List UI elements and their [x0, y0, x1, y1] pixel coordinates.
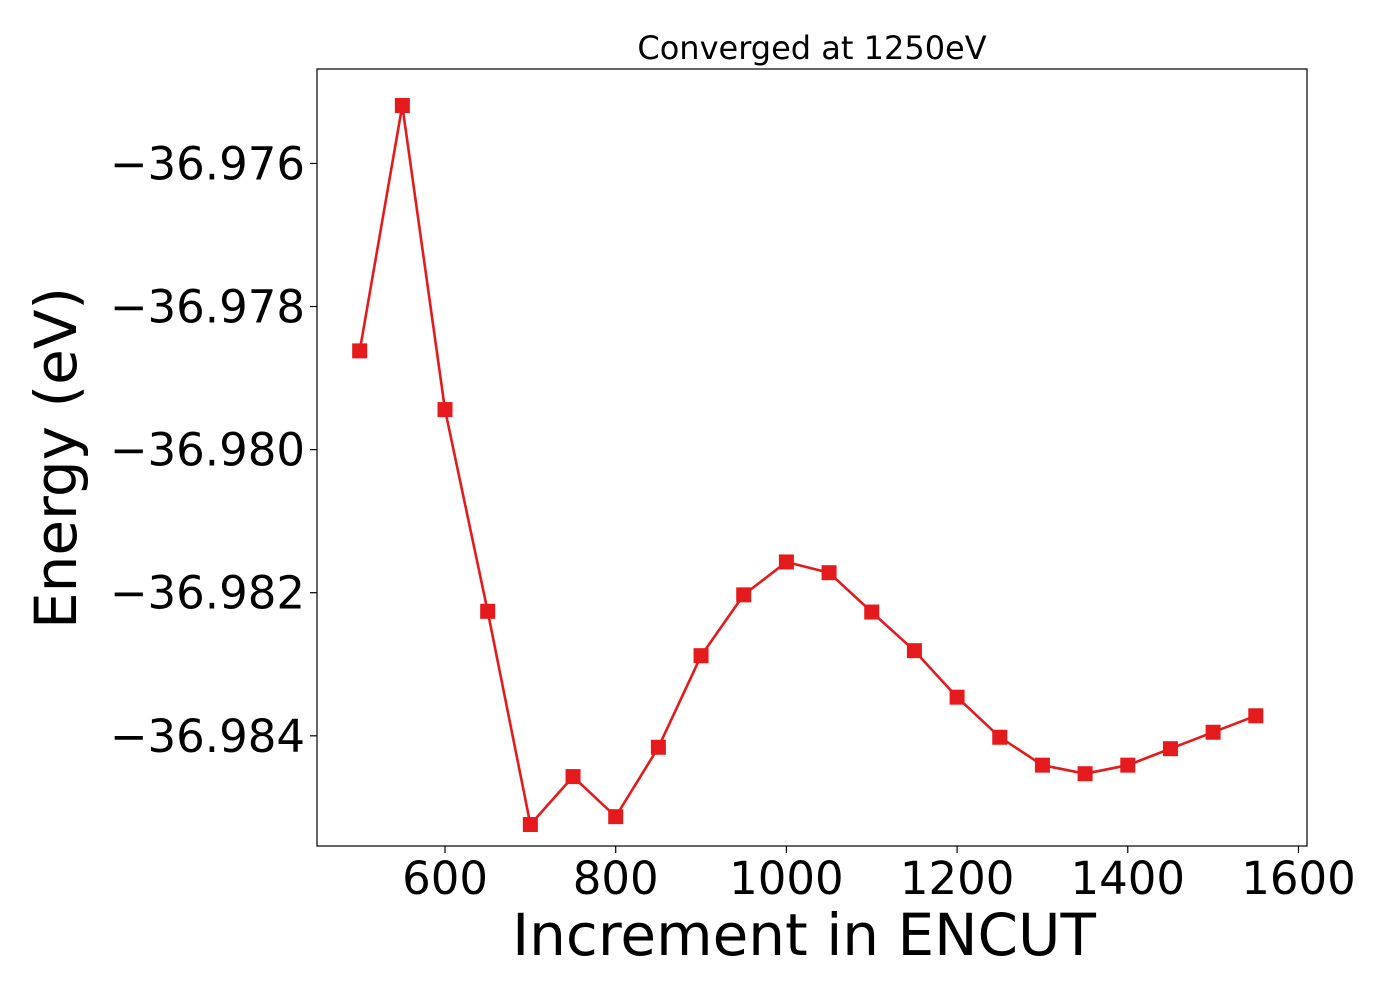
data-point-marker — [608, 809, 624, 825]
y-tick-label: −36.978 — [110, 281, 305, 334]
data-point-marker — [821, 565, 837, 581]
x-tick-label: 1600 — [1241, 852, 1356, 905]
data-point-marker — [906, 643, 922, 659]
x-tick-label: 600 — [402, 852, 488, 905]
data-point-marker — [1034, 757, 1050, 773]
data-point-marker — [1120, 757, 1136, 773]
data-point-marker — [1077, 766, 1093, 782]
x-tick-label: 1200 — [900, 852, 1015, 905]
y-tick-label: −36.976 — [110, 137, 305, 190]
y-tick-label: −36.982 — [110, 567, 305, 620]
x-tick-label: 1400 — [1071, 852, 1186, 905]
data-point-marker — [480, 603, 496, 619]
series-line — [358, 104, 1257, 826]
data-point-marker — [693, 648, 709, 664]
series-layer — [352, 97, 1264, 833]
data-point-marker — [736, 587, 752, 603]
plot-frame — [316, 68, 1308, 847]
data-point-marker — [1162, 741, 1178, 757]
data-point-marker — [778, 554, 794, 570]
data-point-marker — [522, 817, 538, 833]
data-point-marker — [352, 343, 368, 359]
y-tick-label: −36.984 — [110, 710, 305, 763]
x-tick-label: 1000 — [729, 852, 844, 905]
chart-title: Converged at 1250eV — [637, 29, 986, 67]
y-axis-label: Energy (eV) — [22, 287, 90, 629]
data-point-marker — [650, 739, 666, 755]
y-tick-label: −36.980 — [110, 424, 305, 477]
x-axis-ticks: 600 800 1000 1200 1400 1600 — [402, 846, 1356, 905]
y-axis-ticks: −36.976 −36.978 −36.980 −36.982 −36.984 — [110, 137, 317, 763]
data-point-marker — [1205, 724, 1221, 740]
data-point-marker — [1248, 708, 1264, 724]
data-point-marker — [394, 97, 410, 113]
data-point-marker — [949, 689, 965, 705]
x-axis-label: Increment in ENCUT — [512, 901, 1096, 969]
data-point-marker — [992, 729, 1008, 745]
x-tick-label: 800 — [573, 852, 659, 905]
data-point-marker — [437, 402, 453, 418]
data-point-marker — [565, 769, 581, 785]
data-point-marker — [864, 604, 880, 620]
